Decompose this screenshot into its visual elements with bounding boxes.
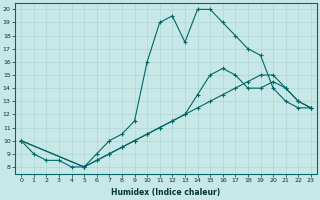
X-axis label: Humidex (Indice chaleur): Humidex (Indice chaleur) (111, 188, 221, 197)
